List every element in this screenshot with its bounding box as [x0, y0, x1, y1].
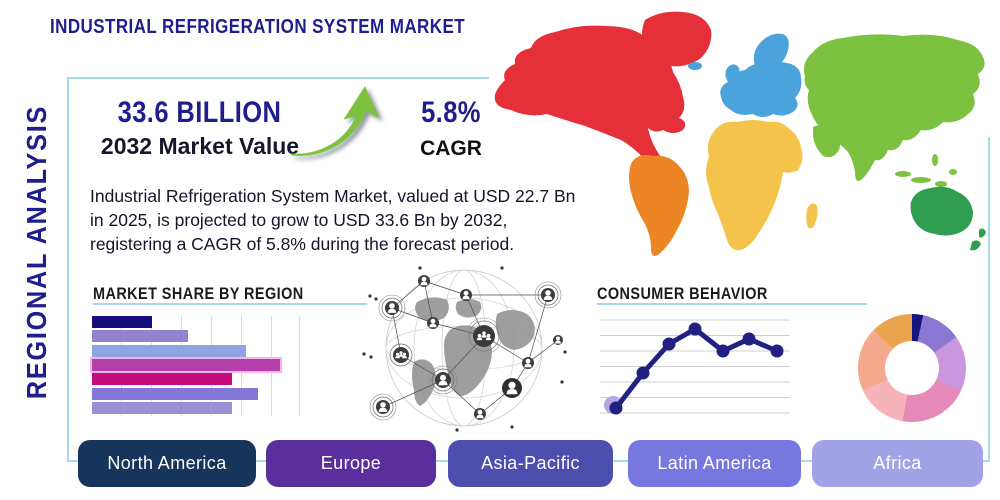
- bar-chart-title-underline: [93, 303, 367, 305]
- data-point: [688, 322, 702, 336]
- line-chart-title: CONSUMER BEHAVIOR: [597, 284, 768, 303]
- cagr-value: 5.8%: [421, 96, 481, 129]
- page-title: INDUSTRIAL REFRIGERATION SYSTEM MARKET: [50, 16, 466, 38]
- bar-row: [92, 316, 152, 328]
- growth-arrow-icon: [289, 74, 387, 167]
- region-button-europe[interactable]: Europe: [266, 440, 436, 487]
- region-button-latin-america[interactable]: Latin America: [628, 440, 801, 487]
- continent-europe: [688, 33, 802, 117]
- bar-row: [92, 401, 232, 414]
- data-point: [770, 344, 784, 358]
- bar-row: [92, 330, 188, 343]
- region-button-north-america[interactable]: North America: [78, 440, 256, 487]
- data-point: [636, 366, 650, 380]
- cagr-caption: CAGR: [420, 137, 482, 160]
- market-value: 33.6 BILLION: [117, 96, 282, 129]
- globe-network-icon: [362, 266, 567, 432]
- bar-chart-title: MARKET SHARE BY REGION: [93, 284, 304, 303]
- continent-asia: [804, 34, 985, 187]
- bar-row: [92, 387, 258, 400]
- continent-africa: [706, 120, 818, 251]
- continent-south-america: [629, 155, 689, 256]
- bar-row: [92, 358, 280, 371]
- market-description: Industrial Refrigeration System Market, …: [90, 186, 576, 255]
- bar-gridline: [299, 316, 300, 416]
- line-chart-title-underline: [597, 303, 867, 305]
- market-value-caption: 2032 Market Value: [100, 133, 300, 159]
- data-point: [716, 344, 730, 358]
- data-point: [609, 401, 623, 415]
- region-button-asia-pacific[interactable]: Asia-Pacific: [448, 440, 613, 487]
- side-vertical-label: REGIONAL ANALYSIS: [21, 104, 52, 400]
- bar-chart: [92, 316, 307, 416]
- region-button-africa[interactable]: Africa: [812, 440, 983, 487]
- continent-australia: [910, 186, 986, 251]
- data-point: [662, 337, 676, 351]
- world-map: [494, 11, 986, 256]
- network-nodes: [369, 275, 563, 421]
- bar-row: [92, 344, 246, 357]
- frame-border-top: [67, 77, 489, 79]
- bar-row: [92, 373, 232, 386]
- frame-border-left: [67, 77, 69, 462]
- continent-north-america: [494, 11, 712, 180]
- donut-hole: [885, 341, 939, 395]
- frame-border-right: [988, 137, 990, 462]
- line-chart: [600, 319, 790, 415]
- data-point: [742, 332, 756, 346]
- donut-chart: [858, 314, 966, 422]
